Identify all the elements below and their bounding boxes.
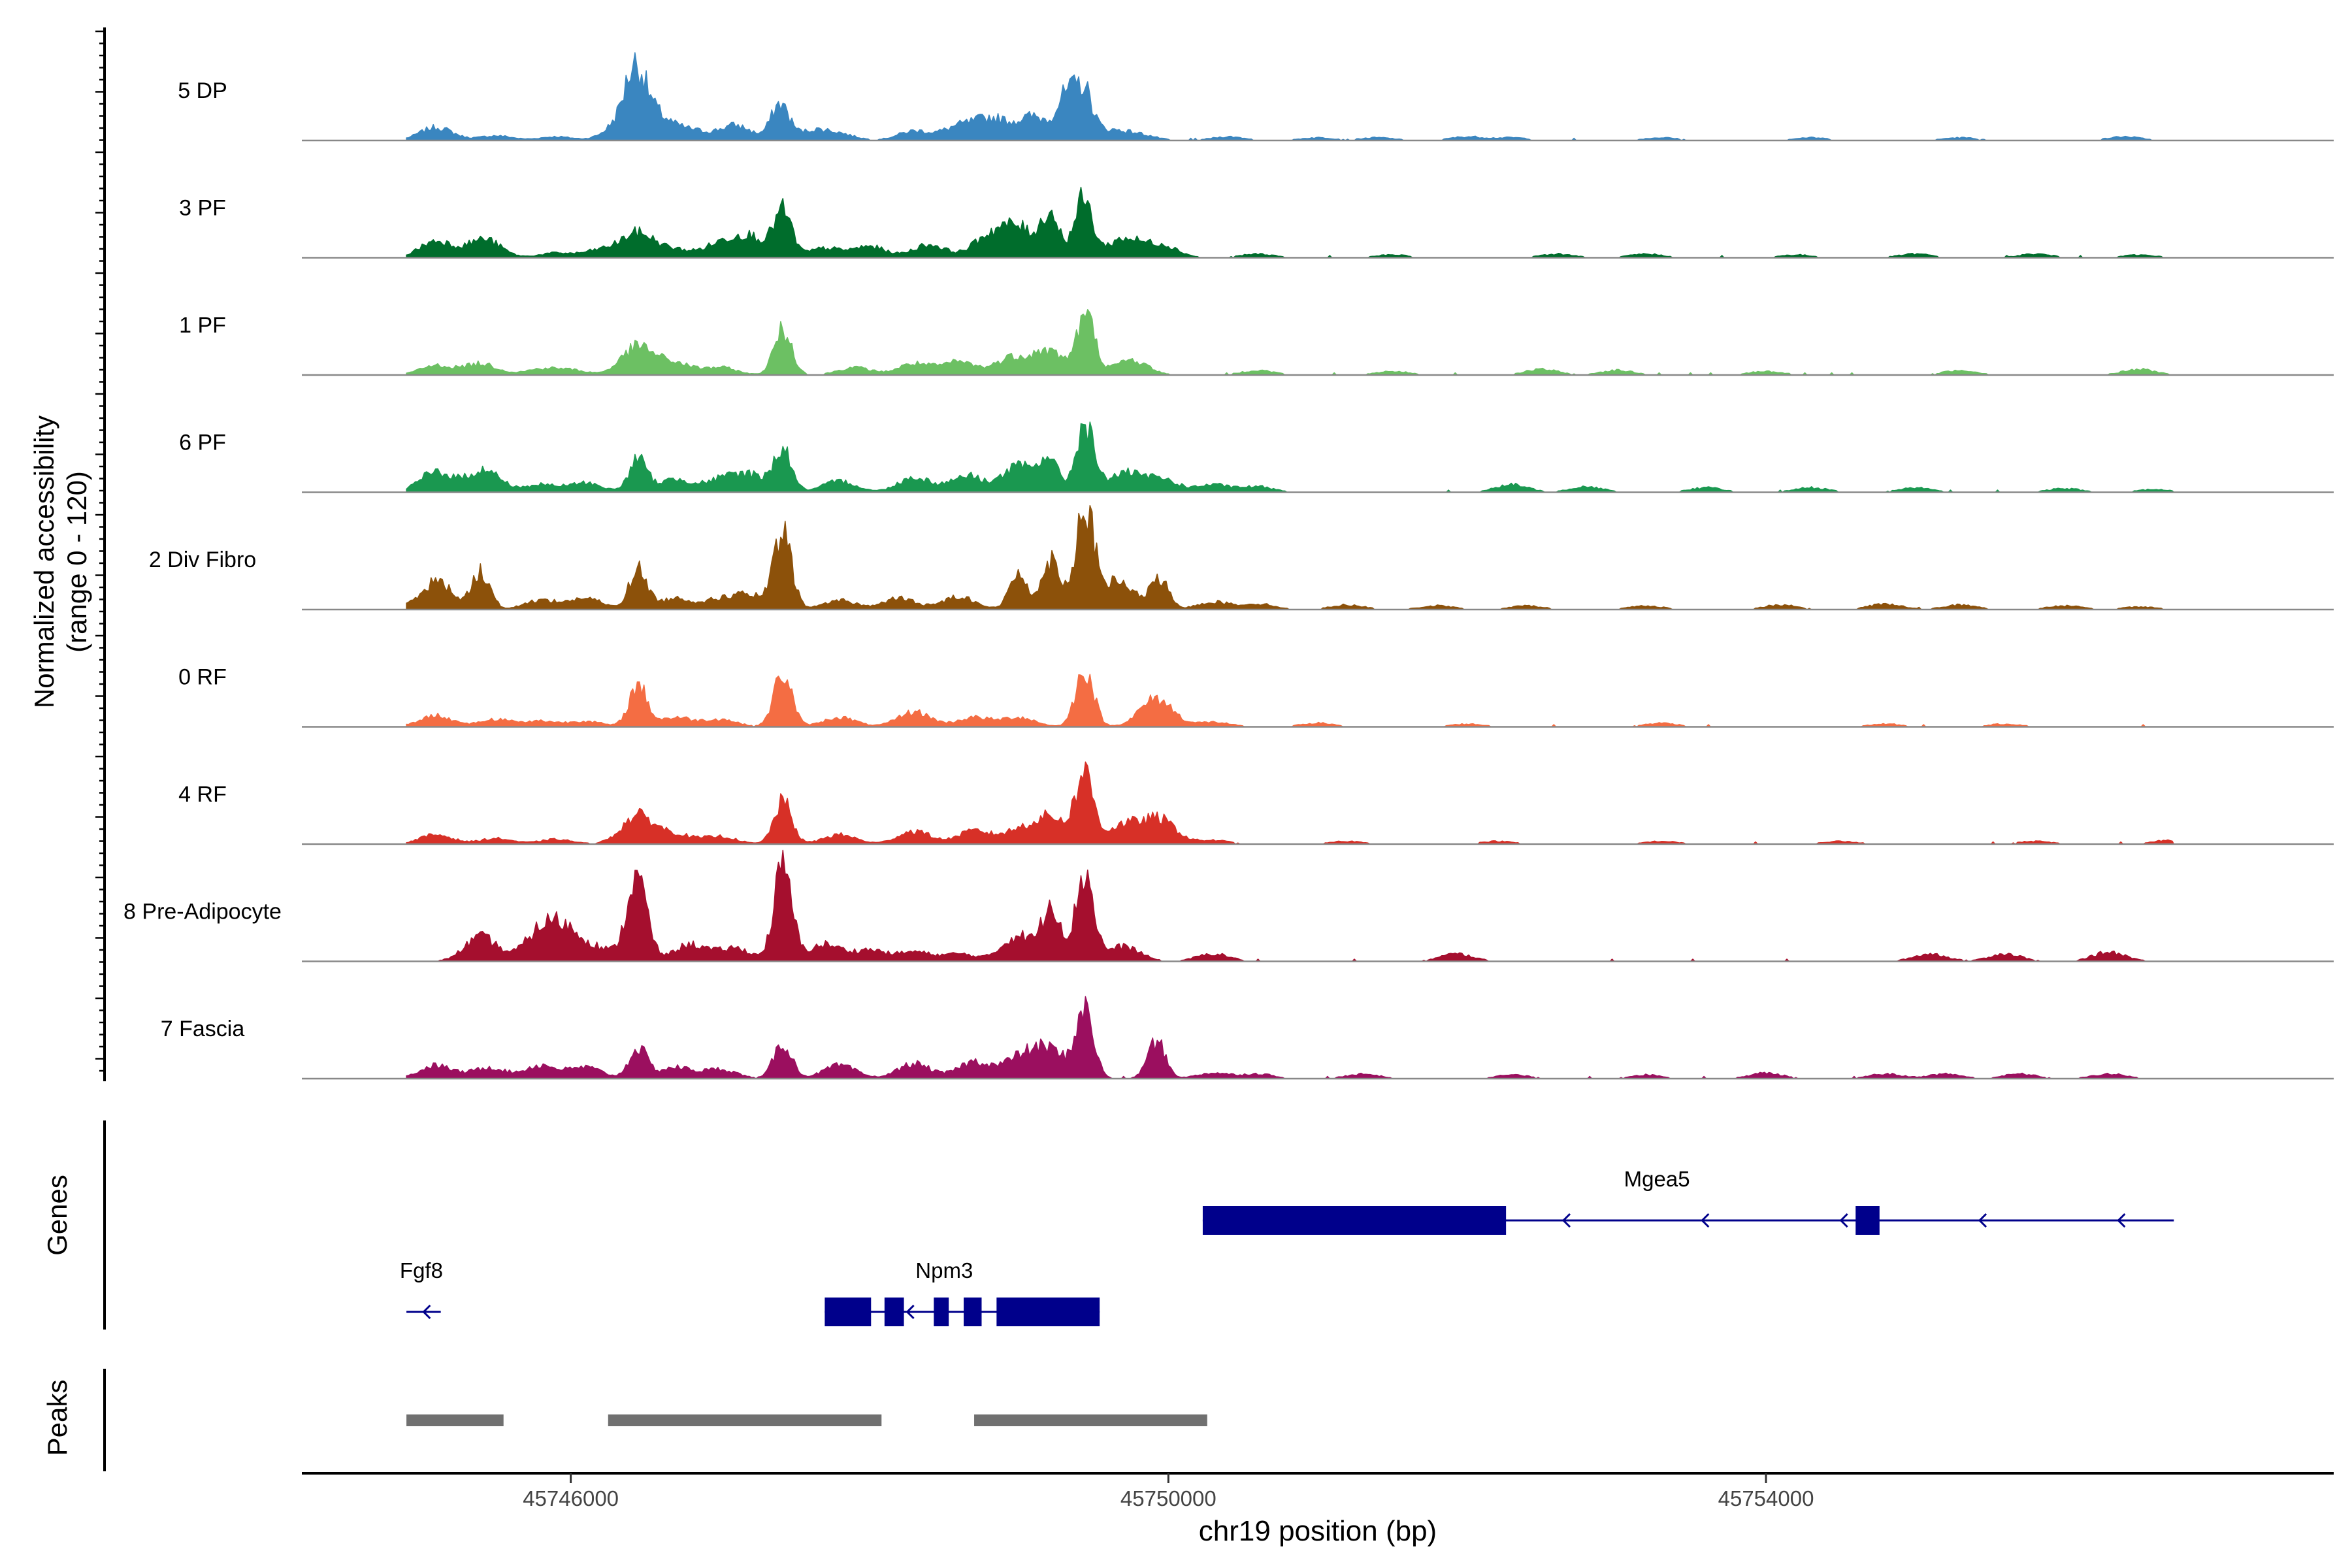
coverage-area [406,761,2175,845]
peak-region [974,1414,1207,1426]
genes-panel-label: Genes [42,1175,73,1256]
strand-arrow-icon [1839,1213,1848,1228]
strand-arrow-icon [422,1304,431,1320]
track-label: 7 Fascia [161,1017,245,1041]
x-tick-label: 45746000 [523,1486,619,1511]
gene-mgea5: Mgea5 [1202,1167,2174,1235]
track-1-pf: 1 PF [179,309,2334,376]
track-label: 4 RF [178,782,227,807]
coverage-area [406,674,2175,728]
track-label: 3 PF [179,196,226,221]
gene-exon [825,1298,872,1326]
gene-npm3: Npm3 [825,1258,1100,1326]
x-tick-label: 45750000 [1120,1486,1217,1511]
gene-annotation-track: Fgf8 Npm3 Mgea5 [400,1167,2174,1326]
x-tick-label: 45754000 [1718,1486,1814,1511]
track-3-pf: 3 PF [179,186,2334,259]
track-label: 2 Div Fibro [149,547,256,572]
x-axis-label: chr19 position (bp) [1199,1515,1437,1547]
gene-label: Fgf8 [400,1258,443,1282]
track-0-rf: 0 RF [178,665,2334,728]
track-6-pf: 6 PF [179,421,2334,493]
peak-region [608,1414,882,1426]
gene-label: Npm3 [915,1258,973,1282]
coverage-area [406,52,2175,141]
coverage-tracks: 5 DP 3 PF 1 PF 6 PF 2 Div Fibro 0 RF 4 RF 8 Pre… [123,52,2334,1080]
track-4-rf: 4 RF [178,761,2334,845]
track-7-fascia: 7 Fascia [161,996,2334,1080]
coverage-area [406,309,2175,376]
gene-fgf8: Fgf8 [400,1258,443,1320]
track-5-dp: 5 DP [178,52,2334,142]
strand-arrow-icon [1978,1213,1987,1228]
coverage-area [406,186,2175,259]
peak-region [406,1414,504,1426]
gene-exon [934,1298,949,1326]
gene-exon [884,1298,904,1326]
gene-label: Mgea5 [1624,1167,1690,1191]
strand-arrow-icon [1701,1213,1710,1228]
peaks-panel-label: Peaks [42,1380,73,1456]
track-label: 8 Pre-Adipocyte [123,900,282,924]
y-axis-label-line2: (range 0 - 120) [61,471,92,653]
peak-track [406,1414,1207,1426]
track-label: 5 DP [178,78,227,103]
track-label: 0 RF [178,665,227,690]
strand-arrow-icon [906,1304,915,1320]
track-8-pre-adipocyte: 8 Pre-Adipocyte [123,849,2334,962]
strand-arrow-icon [1561,1213,1571,1228]
strand-arrow-icon [2117,1213,2126,1228]
gene-exon [1855,1206,1880,1235]
coverage-area [406,504,2175,610]
coverage-area [406,421,2175,493]
gene-exon [1202,1206,1507,1235]
coverage-area [406,849,2175,962]
gene-exon [996,1298,1100,1326]
track-label: 6 PF [179,431,226,455]
y-axis-label-line1: Normalized accessibility [29,416,59,708]
coverage-area [406,996,2175,1079]
axes: 45746000 45750000 45754000 [95,27,2334,1511]
track-label: 1 PF [179,313,226,338]
track-2-div-fibro: 2 Div Fibro [149,504,2334,611]
gene-exon [964,1298,982,1326]
